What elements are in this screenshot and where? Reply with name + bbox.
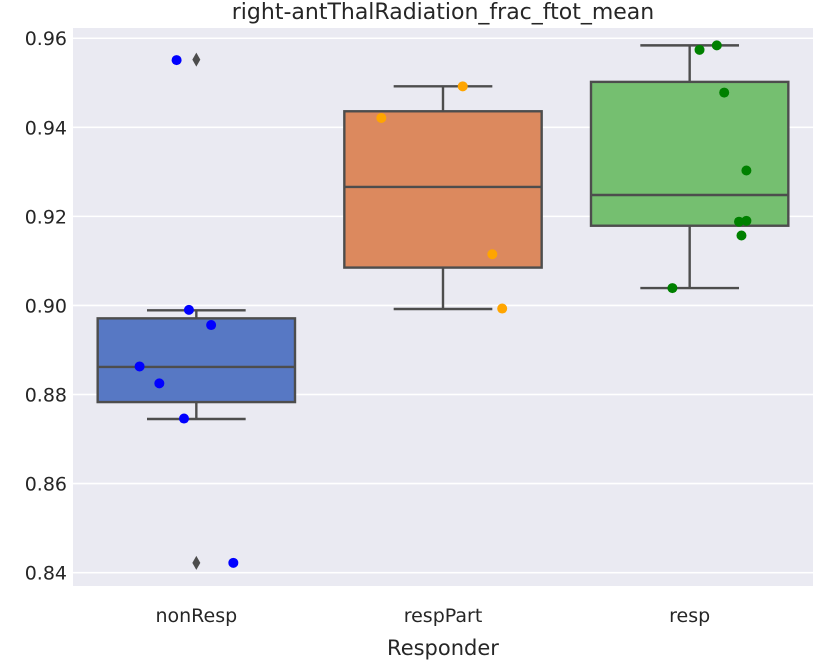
data-point-resp xyxy=(719,87,730,98)
chart-title: right-antThalRadiation_frac_ftot_mean xyxy=(232,0,654,25)
box-body xyxy=(96,317,297,404)
data-point-nonResp xyxy=(154,378,165,389)
boxes-layer xyxy=(96,44,790,570)
y-tick-label: 0.84 xyxy=(25,563,67,585)
x-axis: nonResp respPart resp xyxy=(155,605,710,627)
data-point-resp xyxy=(667,283,678,294)
y-tick-label: 0.86 xyxy=(25,474,67,496)
box-resp xyxy=(589,44,790,290)
data-point-resp xyxy=(741,215,752,226)
box-nonResp xyxy=(96,52,297,570)
y-tick-label: 0.90 xyxy=(25,295,67,317)
y-tick-label: 0.92 xyxy=(25,206,67,228)
data-point-nonResp xyxy=(183,304,194,315)
x-tick-label: respPart xyxy=(404,605,483,627)
box-respPart xyxy=(343,85,543,311)
data-point-resp xyxy=(741,165,752,176)
outlier-marker xyxy=(192,52,201,67)
data-point-nonResp xyxy=(206,320,217,331)
points-layer xyxy=(134,40,752,568)
y-axis: 0.84 0.86 0.88 0.90 0.92 0.94 0.96 xyxy=(25,28,67,584)
y-tick-label: 0.96 xyxy=(25,28,67,50)
data-point-nonResp xyxy=(179,413,189,424)
data-point-resp xyxy=(734,216,744,227)
data-point-nonResp xyxy=(171,55,182,66)
box-body xyxy=(343,110,543,269)
data-point-resp xyxy=(711,40,722,51)
box-body xyxy=(589,80,790,227)
outlier-marker xyxy=(192,555,201,570)
data-point-respPart xyxy=(487,249,498,260)
y-tick-label: 0.94 xyxy=(25,117,67,139)
x-tick-label: resp xyxy=(669,605,710,627)
x-tick-label: nonResp xyxy=(155,605,237,627)
data-point-respPart xyxy=(376,112,387,123)
data-point-respPart xyxy=(457,81,468,92)
data-point-resp xyxy=(736,230,747,241)
data-point-nonResp xyxy=(134,361,145,372)
data-point-nonResp xyxy=(228,557,239,568)
y-tick-label: 0.88 xyxy=(25,385,67,407)
x-axis-label: Responder xyxy=(387,636,499,660)
data-point-respPart xyxy=(497,303,508,314)
data-point-resp xyxy=(694,44,705,55)
